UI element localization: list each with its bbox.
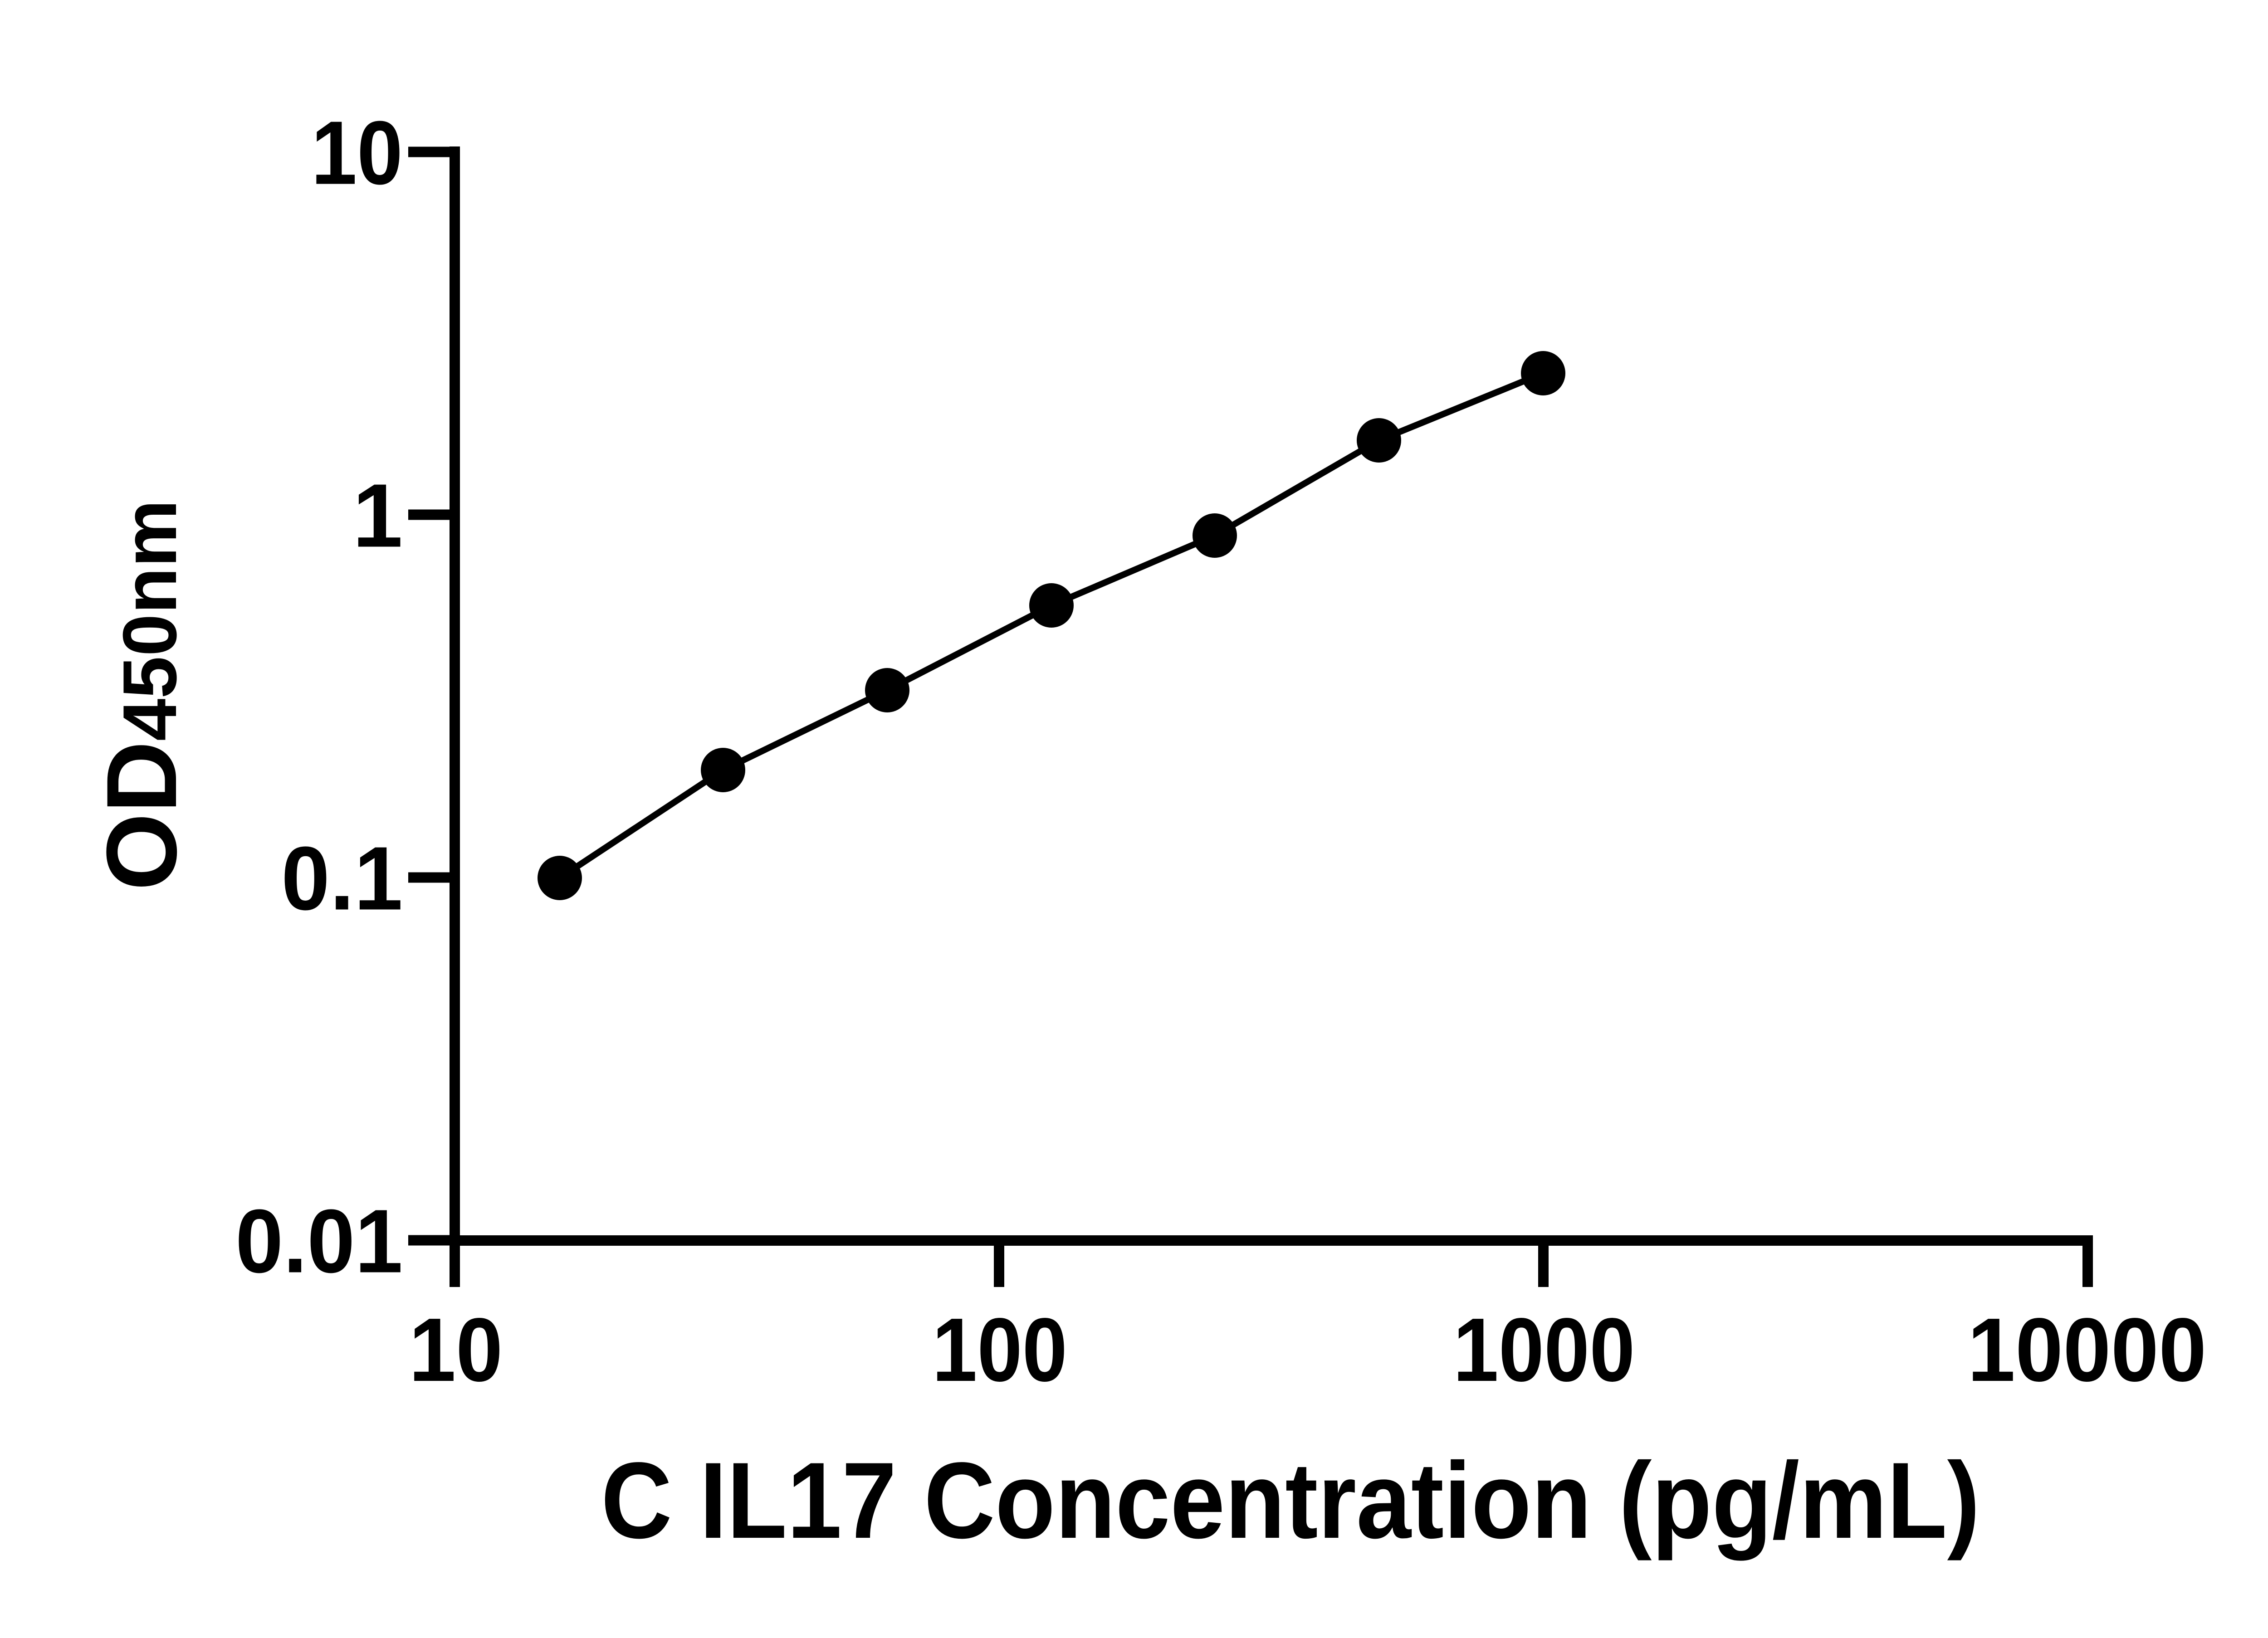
svg-text:0.1: 0.1: [281, 829, 403, 929]
svg-text:10: 10: [409, 1300, 503, 1400]
svg-text:0.01: 0.01: [235, 1191, 403, 1292]
svg-text:10: 10: [311, 103, 403, 204]
svg-text:100: 100: [932, 1300, 1067, 1400]
svg-text:OD450nm: OD450nm: [86, 500, 197, 891]
svg-text:1: 1: [352, 466, 403, 566]
svg-text:1000: 1000: [1453, 1300, 1635, 1400]
svg-text:C IL17 Concentration (pg/mL): C IL17 Concentration (pg/mL): [601, 1440, 1980, 1561]
svg-text:10000: 10000: [1968, 1300, 2207, 1400]
